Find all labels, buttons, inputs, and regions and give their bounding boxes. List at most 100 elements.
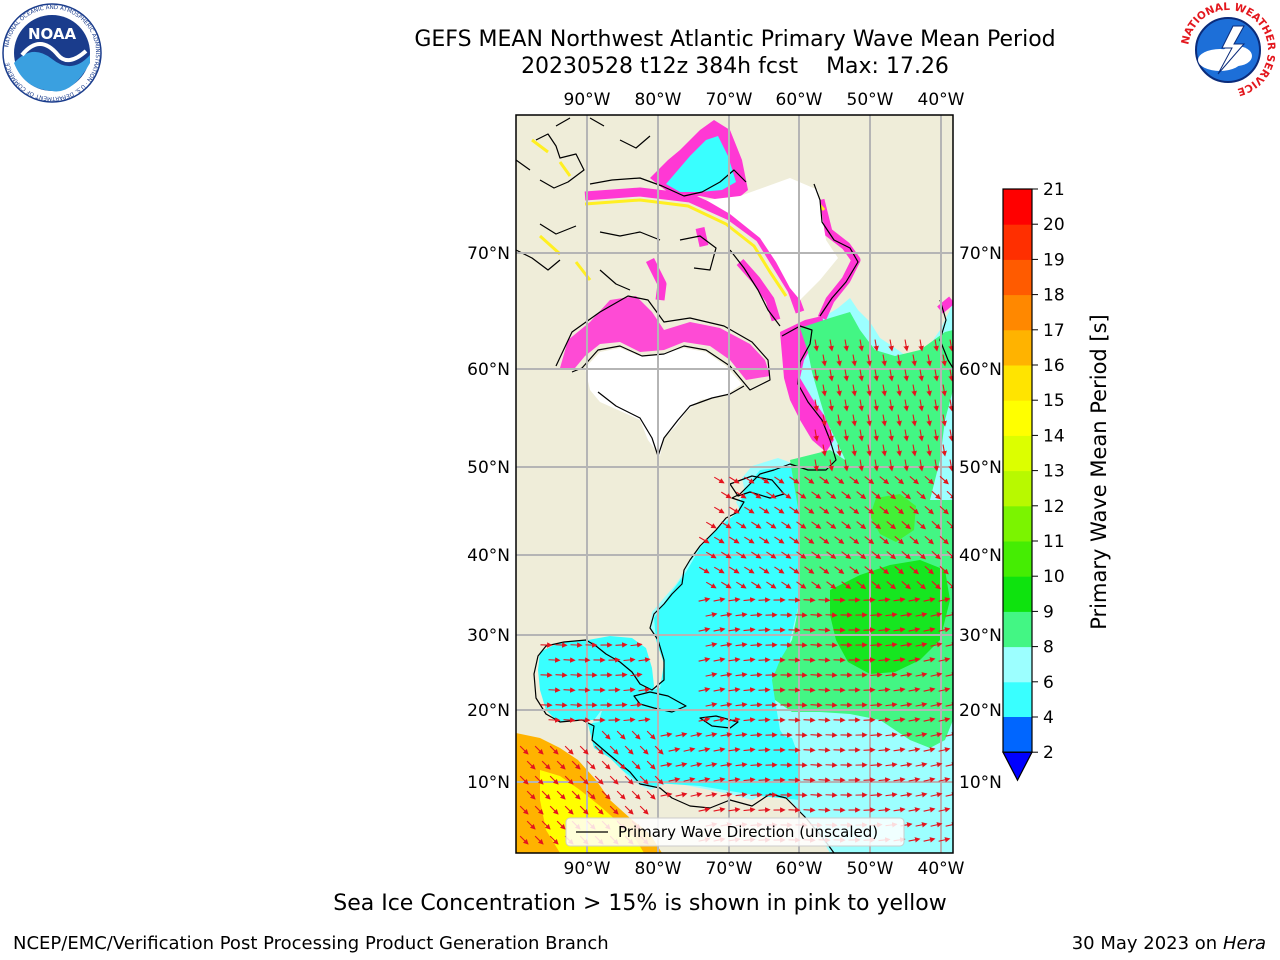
wave-direction-arrow xyxy=(938,657,951,663)
wave-direction-arrow xyxy=(750,642,763,648)
wave-direction-arrow xyxy=(698,777,711,783)
bottom-longitude-labels: 90°W 80°W 70°W 60°W 50°W 40°W xyxy=(564,859,965,879)
wave-direction-arrow xyxy=(570,702,583,708)
wave-direction-arrow xyxy=(901,521,912,530)
wave-direction-arrow xyxy=(796,581,807,589)
wave-direction-arrow xyxy=(856,581,867,590)
wave-direction-arrow xyxy=(728,597,741,603)
wave-direction-arrow xyxy=(623,687,636,693)
wave-direction-arrow xyxy=(858,399,864,412)
wave-direction-arrow xyxy=(639,775,649,785)
generation-date: 30 May 2023 on Hera xyxy=(1072,933,1266,954)
colorbar-tick-label: 19 xyxy=(1043,250,1065,270)
wave-direction-arrow xyxy=(804,476,815,484)
wave-direction-arrow xyxy=(885,642,898,648)
wave-direction-arrow xyxy=(915,702,928,708)
wave-direction-arrow xyxy=(660,792,673,798)
wave-direction-arrow xyxy=(930,792,943,798)
wave-direction-arrow xyxy=(766,581,777,589)
wave-direction-arrow xyxy=(918,399,924,412)
wave-direction-arrow xyxy=(908,627,921,633)
wave-direction-arrow xyxy=(901,551,912,560)
wave-direction-arrow xyxy=(930,822,943,828)
wave-direction-arrow xyxy=(675,732,688,738)
wave-direction-arrow xyxy=(843,369,849,382)
wave-direction-arrow xyxy=(609,805,619,815)
wave-direction-arrow xyxy=(743,717,756,723)
wave-direction-arrow xyxy=(938,807,951,813)
wave-direction-arrow xyxy=(924,475,934,485)
date-text: 30 May 2023 on xyxy=(1071,933,1218,954)
wave-direction-arrow xyxy=(931,520,941,530)
wave-direction-arrow xyxy=(863,657,876,663)
lon-label-top: 40°W xyxy=(918,90,965,110)
lon-label-top: 70°W xyxy=(706,90,753,110)
wave-direction-arrow xyxy=(948,429,953,442)
wave-direction-arrow xyxy=(851,354,857,367)
wave-direction-arrow xyxy=(948,459,953,472)
colorbar-title: Primary Wave Mean Period [s] xyxy=(1087,314,1111,630)
wave-direction-arrow xyxy=(774,476,785,484)
wave-direction-arrow xyxy=(931,490,941,500)
wave-direction-arrow xyxy=(911,414,917,427)
wave-direction-arrow xyxy=(915,822,928,828)
wave-direction-arrow xyxy=(743,807,756,813)
wave-direction-arrow xyxy=(828,339,834,352)
wave-direction-arrow xyxy=(923,777,936,783)
wave-direction-arrow xyxy=(735,762,748,768)
wave-direction-arrows xyxy=(519,339,953,845)
wave-direction-arrow xyxy=(818,717,831,723)
wave-direction-arrow xyxy=(858,459,864,472)
lon-label-top: 50°W xyxy=(847,90,894,110)
wave-direction-arrow xyxy=(945,642,953,648)
colorbar-segment xyxy=(1003,541,1032,577)
lon-label-top: 90°W xyxy=(564,90,611,110)
wave-direction-arrow xyxy=(564,745,574,755)
wave-direction-arrow xyxy=(729,536,740,544)
wave-direction-arrow xyxy=(941,354,947,367)
lat-label-left: 50°N xyxy=(467,458,510,478)
wave-direction-arrow xyxy=(930,762,943,768)
wave-direction-arrow xyxy=(534,835,544,845)
wave-direction-arrow xyxy=(885,792,898,798)
wave-direction-arrow xyxy=(631,760,641,770)
wave-direction-arrow xyxy=(863,747,876,753)
wave-direction-arrow xyxy=(818,687,831,693)
wave-direction-arrow xyxy=(526,760,536,770)
map-area xyxy=(516,115,953,853)
wave-direction-arrow xyxy=(945,672,953,678)
wave-direction-arrow xyxy=(900,702,913,708)
wave-direction-arrow xyxy=(911,354,917,367)
wave-direction-arrow xyxy=(941,384,947,397)
wave-direction-arrow xyxy=(781,521,792,529)
wave-direction-arrow xyxy=(519,775,529,785)
wave-direction-arrow xyxy=(743,627,756,633)
wave-direction-arrow xyxy=(690,792,703,798)
right-latitude-labels: 70°N 60°N 50°N 40°N 30°N 20°N 10°N xyxy=(959,244,1002,793)
wave-direction-arrow xyxy=(870,642,883,648)
wave-direction-arrow xyxy=(713,597,726,603)
wave-direction-arrow xyxy=(851,414,857,427)
wave-direction-arrow xyxy=(758,597,771,603)
wave-direction-arrow xyxy=(698,687,711,693)
wave-direction-arrow xyxy=(828,459,834,472)
wave-direction-arrow xyxy=(924,535,934,545)
left-latitude-labels: 70°N 60°N 50°N 40°N 30°N 20°N 10°N xyxy=(467,244,510,793)
wave-direction-arrow xyxy=(750,702,763,708)
wave-direction-arrow xyxy=(908,657,921,663)
wave-direction-arrow xyxy=(615,642,628,648)
wave-direction-arrow xyxy=(721,521,732,529)
wave-direction-arrow xyxy=(886,551,897,560)
colorbar-tick-label: 15 xyxy=(1043,391,1065,411)
wave-direction-arrow xyxy=(519,805,529,815)
wave-direction-arrow xyxy=(729,566,740,574)
wave-direction-arrow xyxy=(639,745,649,755)
colorbar-extend-triangle xyxy=(1002,751,1033,782)
wave-direction-arrow xyxy=(736,581,747,589)
wave-direction-arrow xyxy=(893,807,906,813)
colorbar: 2 4 6 8 9 10 11 12 13 14 15 16 17 18 19 20 21 xyxy=(1002,180,1065,782)
wave-direction-arrow xyxy=(616,790,626,800)
wave-direction-arrow xyxy=(926,384,932,397)
wave-direction-arrow xyxy=(555,642,568,648)
wave-direction-arrow xyxy=(945,762,953,768)
